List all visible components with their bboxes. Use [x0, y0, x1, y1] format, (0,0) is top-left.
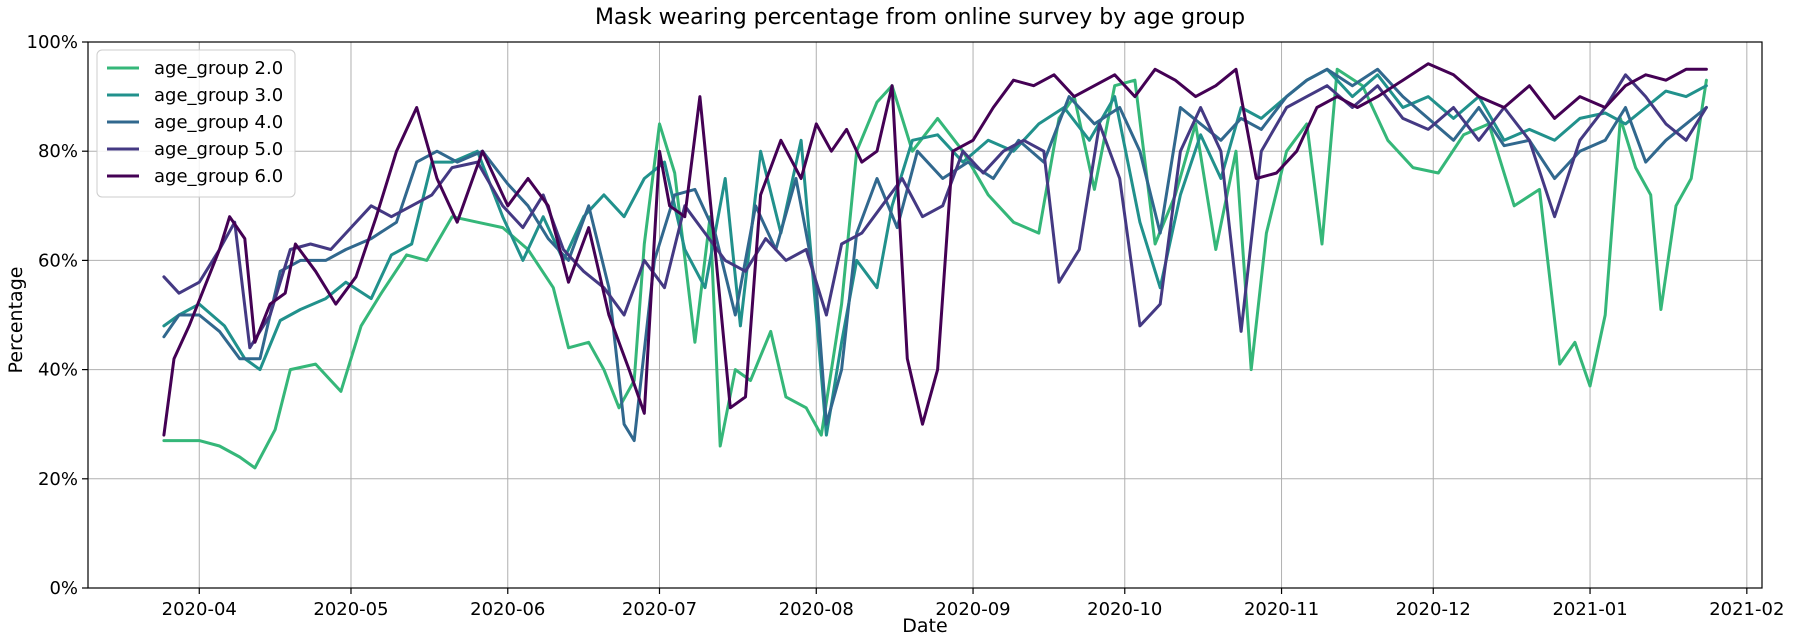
y-axis-ticks: 0% 20% 40% 60% 80% 100%	[27, 32, 88, 599]
x-tick-label: 2020-06	[470, 599, 545, 620]
grid-lines	[88, 41, 1762, 589]
y-tick-label: 60%	[38, 250, 78, 271]
x-tick-label: 2020-05	[313, 599, 388, 620]
series-lines	[162, 62, 1708, 470]
y-tick-label: 80%	[38, 141, 78, 162]
series-line-age-group-3-0	[162, 67, 1708, 437]
y-axis-label: Percentage	[5, 267, 27, 374]
x-tick-label: 2020-04	[162, 599, 237, 620]
plot-area-frame	[87, 41, 1763, 589]
legend: age_group 2.0 age_group 3.0 age_group 4.0 a…	[96, 49, 296, 198]
y-tick-label: 20%	[38, 469, 78, 490]
legend-entry: age_group 3.0	[154, 85, 283, 106]
x-tick-label: 2020-11	[1244, 599, 1319, 620]
legend-box	[96, 49, 296, 198]
series-line-age-group-6-0	[162, 62, 1708, 437]
x-tick-label: 2020-12	[1396, 599, 1471, 620]
x-axis-label: Date	[902, 615, 947, 637]
chart-title: Mask wearing percentage from online surv…	[595, 5, 1245, 30]
x-tick-label: 2021-01	[1552, 599, 1627, 620]
series-line-age-group-2-0	[162, 67, 1708, 470]
legend-entry: age_group 6.0	[154, 166, 283, 187]
legend-entry: age_group 2.0	[154, 58, 283, 79]
x-tick-label: 2021-02	[1709, 599, 1784, 620]
series-line-age-group-5-0	[162, 73, 1708, 350]
series-line-age-group-4-0	[162, 67, 1708, 443]
y-tick-label: 0%	[49, 578, 78, 599]
x-axis-ticks: 2020-04 2020-05 2020-06 2020-07 2020-08 2020-…	[162, 588, 1784, 620]
x-tick-label: 2020-09	[935, 599, 1010, 620]
x-tick-label: 2020-10	[1087, 599, 1162, 620]
x-tick-label: 2020-08	[779, 599, 854, 620]
x-tick-label: 2020-07	[622, 599, 697, 620]
legend-entry: age_group 5.0	[154, 139, 283, 160]
y-tick-label: 100%	[27, 32, 78, 53]
legend-entry: age_group 4.0	[154, 112, 283, 133]
y-tick-label: 40%	[38, 360, 78, 381]
